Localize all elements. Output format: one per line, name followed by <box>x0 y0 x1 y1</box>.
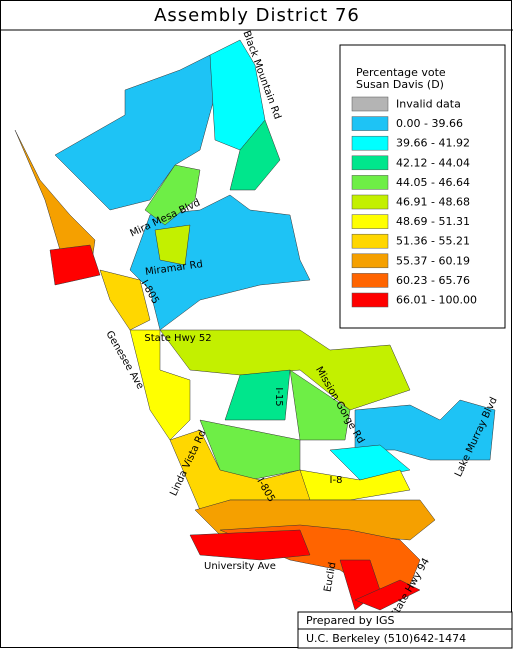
legend-label: 44.05 - 46.64 <box>396 176 470 189</box>
road-label: I-15 <box>273 387 284 406</box>
legend-title: Percentage vote <box>356 66 446 79</box>
district-regions <box>14 39 496 611</box>
credit-line: U.C. Berkeley (510)642-1474 <box>306 632 466 645</box>
road-label: University Ave <box>204 561 276 572</box>
region <box>289 369 351 441</box>
legend-swatch <box>351 273 389 288</box>
legend-swatch <box>351 194 389 210</box>
region <box>159 329 411 411</box>
legend-label: 55.37 - 60.19 <box>396 254 470 267</box>
legend-label: 46.91 - 48.68 <box>396 196 470 209</box>
legend-title: Susan Davis (D) <box>356 78 444 91</box>
region <box>99 269 151 331</box>
region <box>144 164 201 226</box>
legend-label: 66.01 - 100.00 <box>396 294 477 307</box>
region <box>49 244 101 286</box>
region <box>329 444 411 481</box>
legend-swatch <box>351 253 389 269</box>
credits-box <box>297 611 513 649</box>
road-label: I-8 <box>330 475 343 486</box>
region <box>229 119 281 191</box>
legend-label: 51.36 - 55.21 <box>396 235 470 248</box>
legend-swatch <box>351 292 389 308</box>
region <box>189 529 311 561</box>
legend-label: Invalid data <box>396 98 461 111</box>
credit-line: Prepared by IGS <box>306 614 394 627</box>
legend-swatch <box>351 96 389 112</box>
legend-label: 0.00 - 39.66 <box>396 117 463 130</box>
road-label: Euclid <box>322 561 338 593</box>
legend-swatch <box>351 175 389 190</box>
map-title: Assembly District 76 <box>154 5 360 26</box>
legend-swatch <box>351 155 389 171</box>
legend-swatch <box>351 214 389 229</box>
region <box>224 369 291 421</box>
legend-swatch <box>351 135 389 151</box>
legend-label: 60.23 - 65.76 <box>396 274 470 287</box>
legend-label: 48.69 - 51.31 <box>396 215 470 228</box>
region <box>199 419 301 481</box>
legend-label: 39.66 - 41.92 <box>396 137 470 150</box>
region <box>354 579 421 611</box>
legend-swatch <box>351 116 389 131</box>
legend-swatch <box>351 233 389 249</box>
legend-label: 42.12 - 44.04 <box>396 156 470 169</box>
road-label: State Hwy 52 <box>144 333 211 344</box>
region <box>154 224 191 266</box>
region <box>129 329 191 441</box>
